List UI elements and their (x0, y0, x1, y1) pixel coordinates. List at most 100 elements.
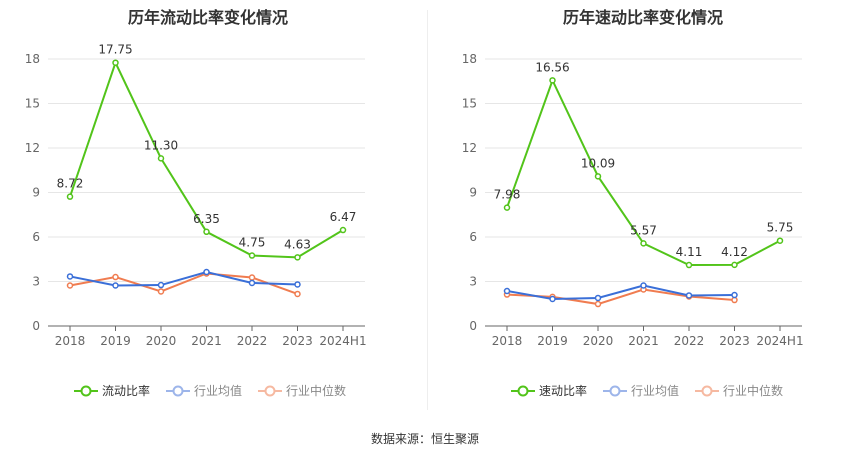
legend-current-ratio: 流动比率 行业均值 行业中位数 (74, 382, 346, 399)
y-tick-label: 9 (32, 186, 40, 200)
data-point (157, 155, 165, 162)
series-line (69, 60, 344, 259)
y-tick-label: 3 (469, 275, 477, 289)
x-tick-label: 2018 (55, 334, 86, 348)
data-point (594, 300, 602, 308)
data-point (66, 193, 74, 200)
y-tick-label: 9 (469, 186, 477, 200)
legend-item[interactable]: 行业中位数 (695, 382, 783, 399)
data-point (549, 295, 556, 303)
legend-item[interactable]: 行业均值 (166, 382, 242, 399)
data-label: 4.75 (239, 236, 266, 250)
data-point (157, 281, 165, 289)
y-tick-label: 6 (32, 230, 40, 244)
x-tick-label: 2024H1 (756, 334, 803, 348)
legend-label: 行业中位数 (286, 384, 347, 398)
y-tick-label: 12 (25, 141, 40, 155)
data-point (66, 273, 74, 280)
legend-marker-icon (603, 385, 628, 396)
x-tick-label: 2021 (191, 334, 222, 348)
data-label: 4.12 (721, 245, 748, 259)
data-label: 6.35 (193, 212, 220, 226)
data-label: 4.63 (284, 237, 311, 251)
x-tick-label: 2023 (282, 334, 313, 348)
series-line (506, 288, 735, 306)
x-tick-label: 2020 (146, 334, 177, 348)
y-tick-label: 6 (469, 230, 477, 244)
y-tick-label: 18 (462, 52, 477, 66)
legend-label: 行业均值 (194, 384, 243, 398)
legend-item[interactable]: 流动比率 (74, 382, 150, 399)
data-point (294, 290, 301, 298)
data-point (157, 288, 165, 295)
legend-marker-icon (511, 385, 535, 396)
legend-item[interactable]: 行业均值 (603, 382, 679, 399)
data-point (339, 226, 347, 234)
y-tick-label: 12 (462, 141, 477, 155)
legend-item[interactable]: 速动比率 (511, 382, 587, 399)
data-point (203, 268, 210, 276)
chart-title-current-ratio: 历年流动比率变化情况 (127, 8, 288, 27)
data-point (248, 279, 256, 287)
data-point (112, 59, 119, 66)
data-point (731, 261, 738, 269)
x-tick-label: 2024H1 (319, 334, 366, 348)
x-tick-label: 2019 (537, 334, 568, 348)
data-label: 8.72 (57, 177, 84, 191)
y-tick-label: 18 (25, 52, 40, 66)
data-point (503, 287, 511, 295)
data-source: 数据来源：恒生聚源 (370, 432, 479, 446)
legend-item[interactable]: 行业中位数 (258, 382, 346, 399)
data-label: 5.57 (630, 223, 657, 237)
data-point (503, 204, 511, 211)
data-label: 7.98 (494, 188, 521, 202)
data-point (685, 292, 693, 299)
legend-label: 行业中位数 (723, 384, 784, 398)
data-label: 5.75 (767, 221, 794, 235)
data-label: 11.30 (144, 138, 178, 152)
legend-label: 速动比率 (539, 384, 588, 398)
data-point (594, 294, 602, 302)
legend-quick-ratio: 速动比率 行业均值 行业中位数 (511, 382, 783, 399)
data-point (731, 291, 738, 299)
y-tick-label: 15 (462, 97, 477, 111)
divider (427, 10, 428, 410)
legend-marker-icon (258, 385, 283, 396)
data-point (203, 228, 210, 236)
x-tick-label: 2018 (492, 334, 523, 348)
x-tick-label: 2023 (719, 334, 750, 348)
data-point (66, 282, 74, 289)
data-label: 17.75 (98, 43, 132, 57)
x-tick-label: 2022 (237, 334, 268, 348)
y-tick-label: 0 (469, 319, 477, 333)
legend-marker-icon (166, 385, 191, 396)
y-tick-label: 0 (32, 319, 40, 333)
x-tick-label: 2019 (100, 334, 131, 348)
legend-label: 行业均值 (631, 384, 680, 398)
data-point (594, 173, 602, 180)
data-point (248, 252, 256, 259)
series-line (69, 270, 298, 287)
chart-title-quick-ratio: 历年速动比率变化情况 (562, 8, 723, 27)
data-point (112, 282, 119, 289)
data-point (248, 274, 256, 281)
data-point (549, 77, 556, 84)
data-label: 10.09 (581, 156, 615, 170)
data-point (731, 296, 738, 304)
series-line (506, 284, 735, 301)
data-point (776, 237, 784, 244)
y-tick-label: 15 (25, 97, 40, 111)
x-tick-label: 2022 (674, 334, 705, 348)
data-point (294, 281, 301, 288)
data-point (294, 254, 301, 261)
x-tick-label: 2021 (628, 334, 659, 348)
data-point (112, 273, 119, 281)
data-label: 6.47 (330, 210, 357, 224)
y-tick-label: 3 (32, 275, 40, 289)
data-label: 16.56 (535, 60, 569, 74)
data-point (640, 282, 647, 289)
x-tick-label: 2020 (583, 334, 614, 348)
legend-marker-icon (74, 385, 98, 396)
data-label: 4.11 (676, 245, 703, 259)
